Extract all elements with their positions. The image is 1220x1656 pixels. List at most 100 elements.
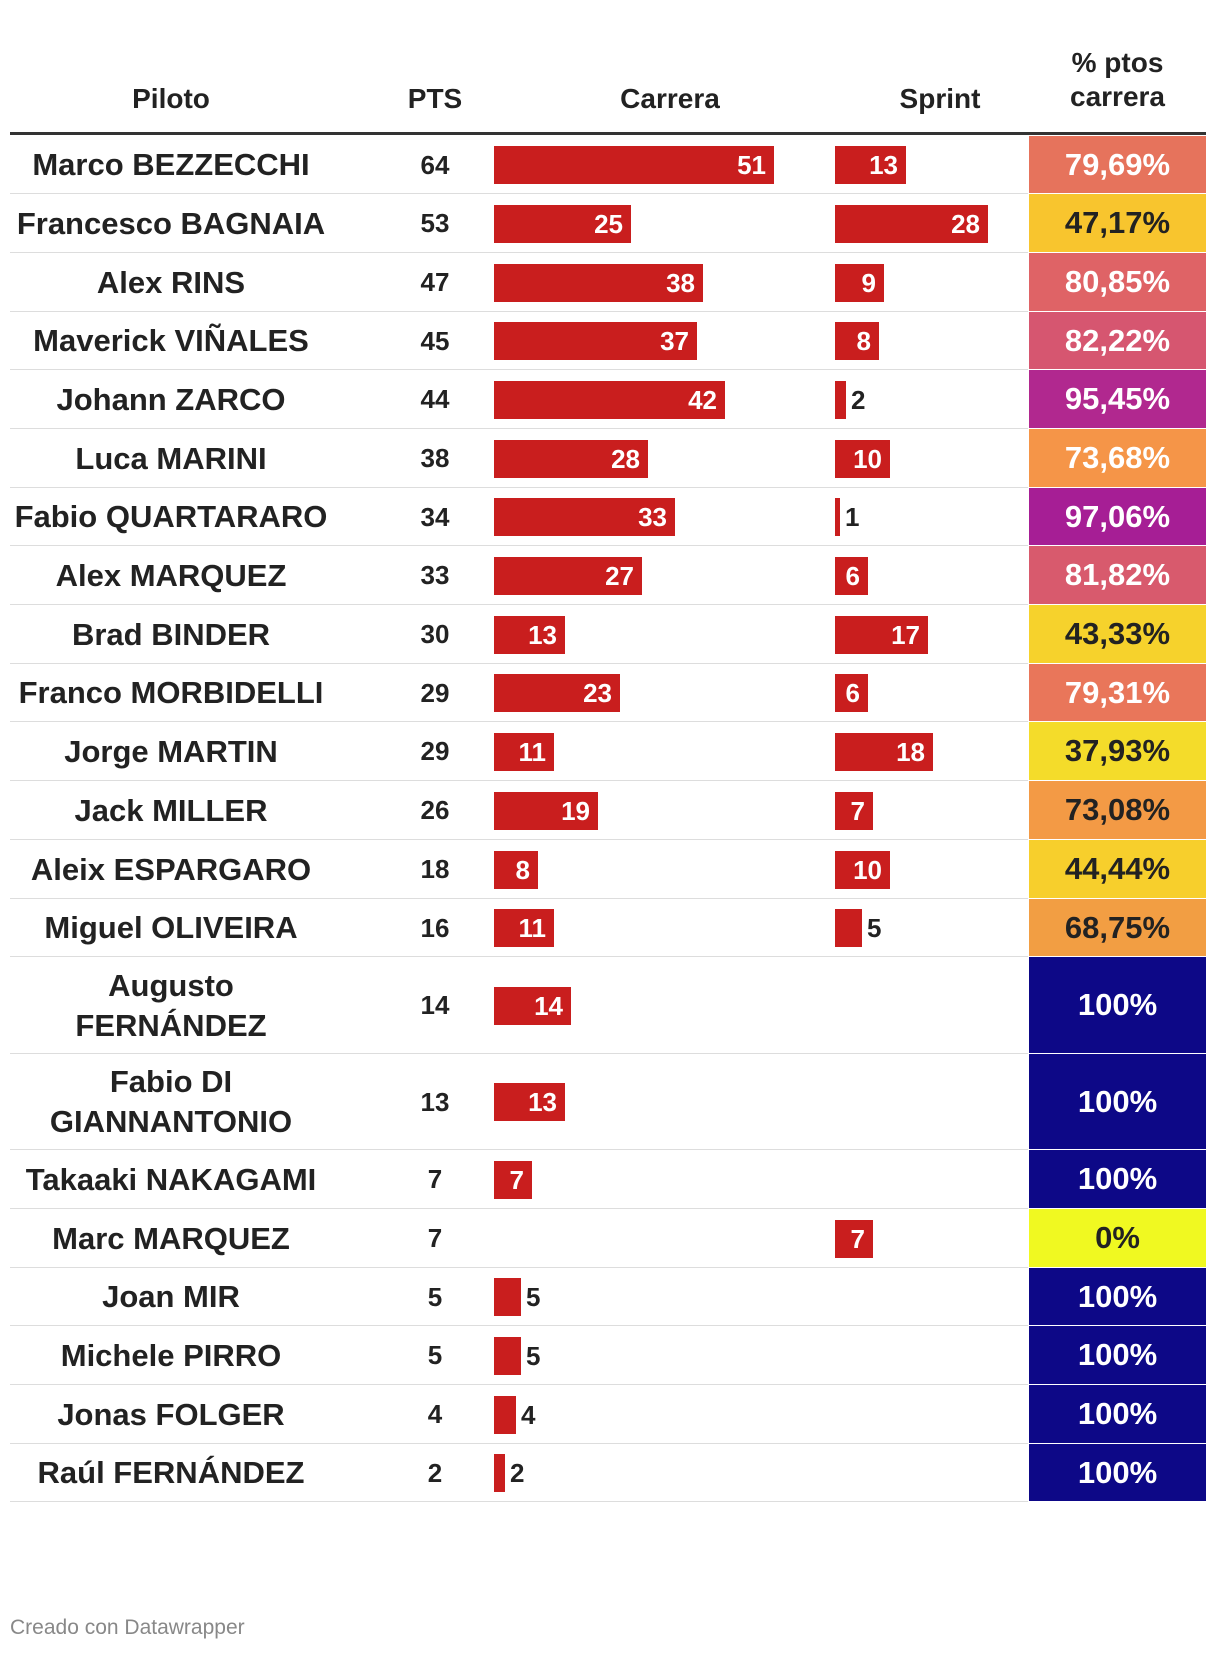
carrera-bar bbox=[494, 674, 620, 712]
race-points-percentage: 44,44% bbox=[1029, 840, 1206, 898]
carrera-value: 25 bbox=[594, 209, 623, 239]
carrera-value: 8 bbox=[515, 855, 530, 885]
sprint-value: 10 bbox=[853, 855, 882, 885]
driver-name: Maverick VIÑALES bbox=[33, 323, 309, 358]
row-divider bbox=[10, 369, 1028, 370]
total-points: 29 bbox=[420, 677, 450, 708]
race-points-percentage: 97,06% bbox=[1029, 488, 1206, 545]
total-points: 2 bbox=[427, 1457, 443, 1488]
table-row: Brad BINDER 30 13 17 43,33% bbox=[10, 605, 1206, 664]
sprint-value: 28 bbox=[951, 209, 980, 239]
total-points: 7 bbox=[427, 1164, 443, 1194]
race-points-percentage: 100% bbox=[1029, 1444, 1206, 1501]
race-points-percentage: 100% bbox=[1029, 1150, 1206, 1208]
row-divider bbox=[10, 1501, 1028, 1502]
driver-name: Miguel OLIVEIRA bbox=[44, 910, 298, 945]
sprint-value: 1 bbox=[845, 502, 860, 532]
table-row: Miguel OLIVEIRA 16 11 5 68,75% bbox=[10, 899, 1206, 957]
sprint-bar bbox=[835, 498, 840, 536]
sprint-value: 2 bbox=[851, 385, 866, 415]
driver-name: Jack MILLER bbox=[74, 792, 268, 828]
table-row: Michele PIRRO 5 5 100% bbox=[10, 1326, 1206, 1385]
carrera-value: 2 bbox=[510, 1458, 525, 1488]
race-points-percentage: 81,82% bbox=[1029, 546, 1206, 604]
sprint-bar bbox=[835, 205, 988, 243]
table-row: Franco MORBIDELLI 29 23 6 79,31% bbox=[10, 664, 1206, 722]
sprint-value: 6 bbox=[845, 561, 860, 591]
total-points: 26 bbox=[420, 795, 450, 825]
sprint-value: 17 bbox=[891, 620, 920, 650]
sprint-bar bbox=[835, 851, 890, 889]
driver-name: Jonas FOLGER bbox=[57, 1396, 285, 1432]
race-points-percentage: 79,69% bbox=[1029, 136, 1206, 193]
race-points-percentage: 82,22% bbox=[1029, 312, 1206, 369]
carrera-value: 27 bbox=[605, 561, 634, 591]
carrera-bar bbox=[494, 322, 697, 360]
race-points-percentage: 43,33% bbox=[1029, 605, 1206, 663]
driver-name: Brad BINDER bbox=[71, 616, 271, 652]
total-points: 5 bbox=[427, 1340, 443, 1370]
driver-name: Michele PIRRO bbox=[60, 1337, 282, 1373]
carrera-bar bbox=[494, 146, 774, 184]
driver-name: Alex MARQUEZ bbox=[55, 557, 287, 593]
table-row: Fabio QUARTARARO 34 33 1 97,06% bbox=[10, 488, 1206, 546]
race-points-percentage: 79,31% bbox=[1029, 664, 1206, 721]
table-row: Maverick VIÑALES 45 37 8 82,22% bbox=[10, 312, 1206, 370]
total-points: 47 bbox=[420, 267, 450, 297]
driver-name: Franco MORBIDELLI bbox=[18, 675, 324, 710]
sprint-bar bbox=[835, 557, 868, 595]
sprint-value: 18 bbox=[896, 737, 925, 767]
row-divider bbox=[10, 311, 1028, 312]
driver-name: Joan MIR bbox=[102, 1279, 240, 1314]
race-points-percentage: 95,45% bbox=[1029, 370, 1206, 428]
race-points-percentage: 100% bbox=[1029, 1268, 1206, 1325]
carrera-bar bbox=[494, 1454, 505, 1492]
table-row: Jack MILLER 26 19 7 73,08% bbox=[10, 781, 1206, 840]
carrera-value: 5 bbox=[526, 1341, 541, 1371]
carrera-bar bbox=[494, 1396, 516, 1434]
carrera-value: 7 bbox=[509, 1165, 524, 1195]
table-row: Raúl FERNÁNDEZ 2 2 100% bbox=[10, 1444, 1206, 1502]
carrera-bar bbox=[494, 616, 565, 654]
row-divider bbox=[10, 898, 1028, 899]
row-divider bbox=[10, 604, 1028, 605]
table-row: Augusto FERNÁNDEZ 14 14 100% bbox=[10, 957, 1206, 1054]
carrera-bar bbox=[494, 987, 571, 1025]
carrera-value: 14 bbox=[534, 991, 563, 1021]
total-points: 64 bbox=[420, 149, 450, 180]
row-divider bbox=[10, 1325, 1028, 1326]
carrera-bar bbox=[494, 1278, 521, 1316]
total-points: 14 bbox=[420, 990, 450, 1020]
table-row: Alex RINS 47 38 9 80,85% bbox=[10, 253, 1206, 312]
table-row: Francesco BAGNAIA 53 25 28 47,17% bbox=[10, 194, 1206, 253]
driver-name: Fabio DI GIANNANTONIO bbox=[49, 1064, 293, 1139]
total-points: 5 bbox=[427, 1281, 443, 1312]
row-divider bbox=[10, 1384, 1028, 1385]
row-divider bbox=[10, 780, 1028, 781]
driver-name: Francesco BAGNAIA bbox=[16, 205, 326, 241]
header-rule bbox=[10, 132, 1206, 135]
driver-name: Aleix ESPARGARO bbox=[30, 851, 312, 887]
row-divider bbox=[10, 428, 1028, 429]
carrera-bar bbox=[494, 792, 598, 830]
total-points: 4 bbox=[427, 1399, 443, 1429]
race-points-percentage: 73,68% bbox=[1029, 429, 1206, 487]
table-row: Marco BEZZECCHI 64 51 13 79,69% bbox=[10, 136, 1206, 194]
driver-name: Marc MARQUEZ bbox=[52, 1220, 290, 1256]
carrera-bar bbox=[494, 851, 538, 889]
race-points-percentage: 47,17% bbox=[1029, 194, 1206, 252]
carrera-value: 13 bbox=[528, 1087, 557, 1117]
sprint-value: 10 bbox=[853, 444, 882, 474]
table-row: Jorge MARTIN 29 11 18 37,93% bbox=[10, 722, 1206, 781]
carrera-value: 42 bbox=[688, 385, 717, 415]
driver-name: Augusto FERNÁNDEZ bbox=[75, 967, 267, 1043]
total-points: 29 bbox=[420, 736, 450, 766]
table-row: Luca MARINI 38 28 10 73,68% bbox=[10, 429, 1206, 488]
row-divider bbox=[10, 545, 1028, 546]
sprint-value: 7 bbox=[850, 796, 865, 826]
sprint-value: 5 bbox=[867, 913, 882, 943]
carrera-value: 11 bbox=[518, 913, 547, 943]
table-row: Johann ZARCO 44 42 2 95,45% bbox=[10, 370, 1206, 429]
total-points: 13 bbox=[420, 1086, 450, 1117]
sprint-bar bbox=[835, 1220, 873, 1258]
